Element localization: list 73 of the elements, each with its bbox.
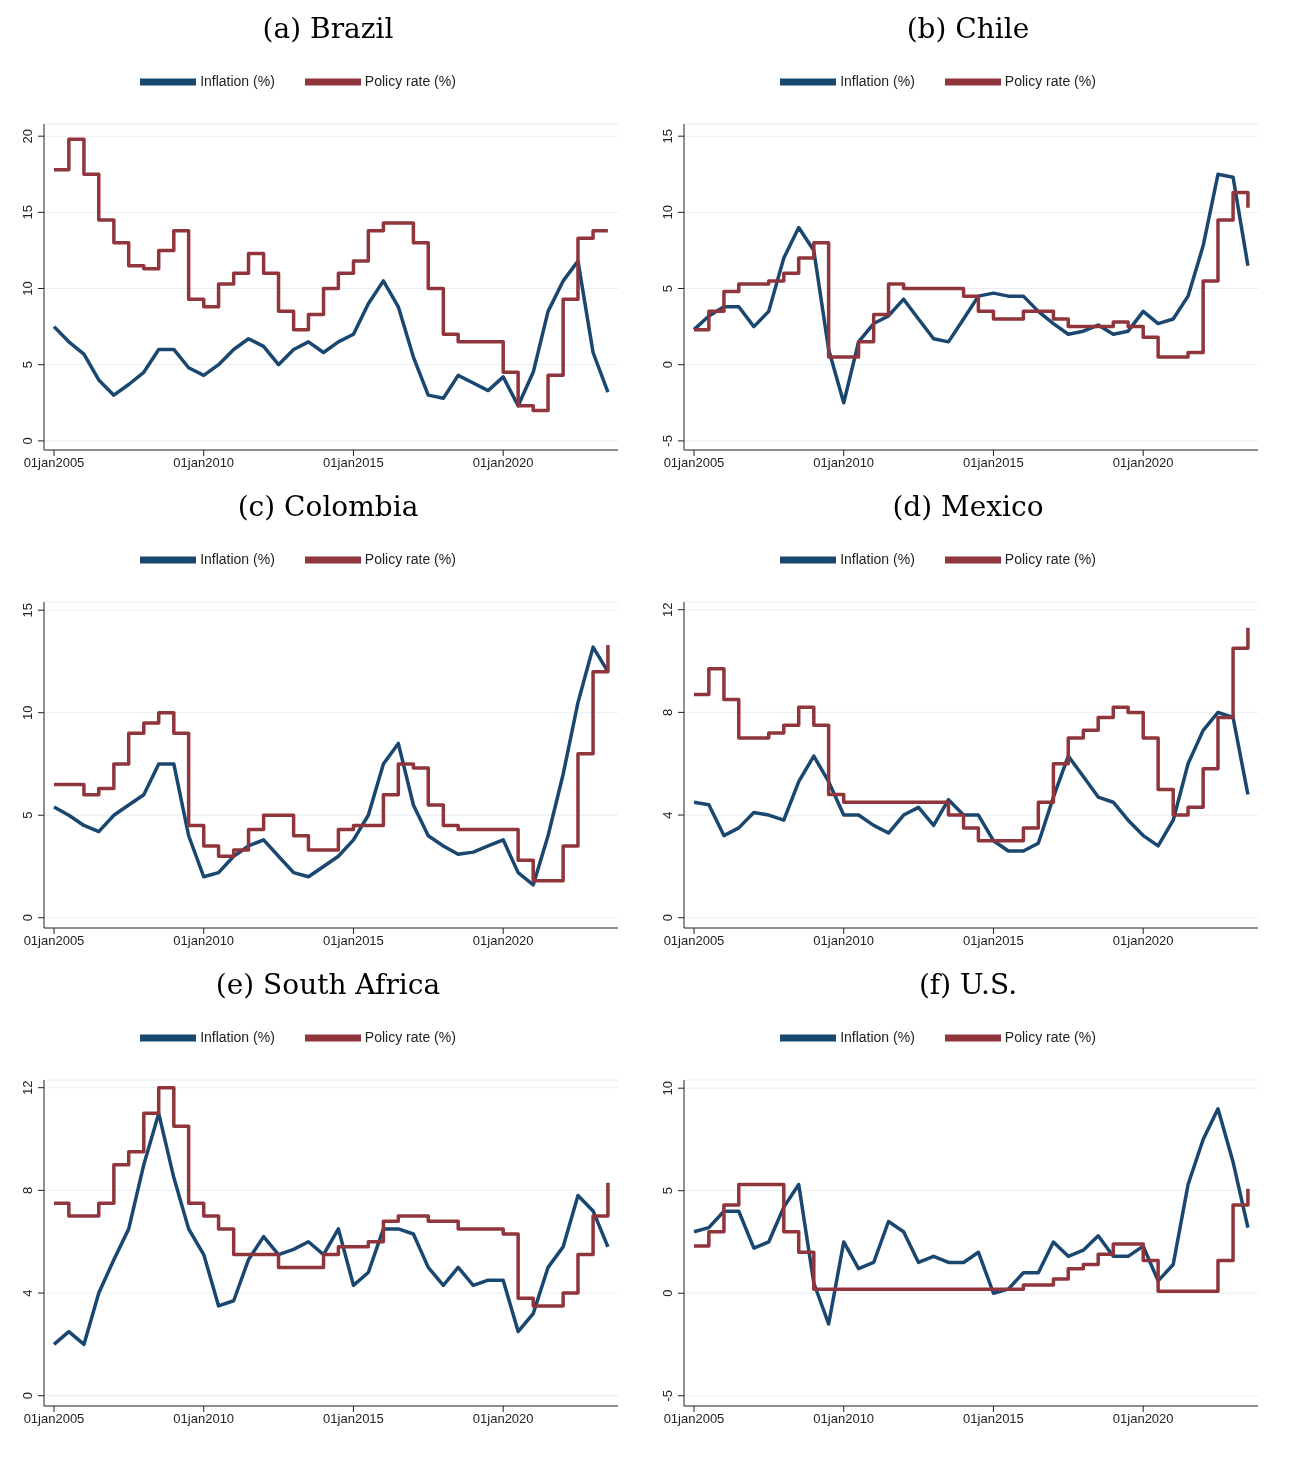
x-tick-label: 01jan2015 [963, 455, 1024, 471]
chart-title: (e) South Africa [214, 967, 442, 1003]
y-tick-label: 8 [660, 708, 675, 716]
y-tick-label: 5 [20, 361, 35, 369]
y-tick-label: 15 [20, 205, 35, 220]
y-tick-label: 12 [20, 1080, 35, 1095]
y-tick-label: 4 [20, 1289, 35, 1297]
legend-label: Policy rate (%) [1004, 72, 1096, 89]
line-series [692, 710, 1250, 853]
x-tick-label: 01jan2010 [813, 933, 875, 949]
legend-label: Inflation (%) [200, 550, 275, 567]
chart-title: (c) Colombia [236, 489, 420, 525]
x-tick-label: 01jan2020 [472, 455, 534, 471]
x-tick-label: 01jan2005 [23, 1411, 85, 1427]
chart-title: (a) Brazil [261, 11, 395, 47]
y-tick-label: 10 [20, 705, 35, 720]
y-tick-label: 8 [20, 1186, 35, 1194]
x-tick-label: 01jan2005 [663, 455, 725, 471]
y-tick-label: 0 [660, 914, 675, 922]
y-tick-label: 12 [660, 602, 675, 617]
x-tick-label: 01jan2010 [813, 455, 875, 471]
x-tick-label: 01jan2010 [813, 1411, 875, 1427]
x-tick-label: 01jan2015 [323, 933, 384, 949]
y-tick-label: 5 [660, 1187, 675, 1195]
x-tick-label: 01jan2020 [1112, 455, 1174, 471]
legend-label: Policy rate (%) [364, 550, 456, 567]
x-tick-label: 01jan2010 [173, 455, 235, 471]
y-tick-label: 0 [20, 1392, 35, 1400]
line-series [52, 259, 610, 408]
y-tick-label: -5 [660, 435, 675, 447]
y-tick-label: 5 [20, 811, 35, 819]
x-tick-label: 01jan2005 [663, 1411, 725, 1427]
y-tick-label: 20 [20, 128, 35, 144]
x-tick-label: 01jan2020 [472, 1411, 534, 1427]
y-tick-label: 10 [20, 281, 35, 296]
x-tick-label: 01jan2005 [23, 933, 85, 949]
x-tick-label: 01jan2005 [663, 933, 725, 949]
y-tick-label: 4 [660, 811, 675, 819]
x-tick-label: 01jan2015 [323, 455, 384, 471]
y-tick-label: 15 [20, 602, 35, 618]
legend-label: Inflation (%) [840, 1028, 915, 1045]
legend-label: Inflation (%) [840, 550, 915, 567]
legend-label: Policy rate (%) [364, 72, 456, 89]
y-tick-label: 0 [20, 437, 35, 445]
line-series [692, 1106, 1250, 1326]
chart-title: (b) Chile [905, 11, 1031, 47]
y-tick-label: 15 [660, 128, 675, 144]
y-tick-label: -5 [660, 1389, 675, 1402]
x-tick-label: 01jan2020 [1112, 933, 1174, 949]
y-tick-label: 0 [660, 1289, 675, 1297]
y-tick-label: 0 [20, 914, 35, 922]
x-tick-label: 01jan2020 [472, 933, 534, 949]
x-tick-label: 01jan2015 [963, 933, 1024, 949]
x-tick-label: 01jan2015 [323, 1411, 384, 1427]
y-tick-label: 5 [660, 284, 675, 293]
x-tick-label: 01jan2005 [23, 455, 85, 471]
x-tick-label: 01jan2020 [1112, 1411, 1174, 1427]
legend-label: Policy rate (%) [364, 1028, 456, 1045]
legend-label: Policy rate (%) [1004, 1028, 1096, 1045]
x-tick-label: 01jan2010 [173, 1411, 235, 1427]
y-tick-label: 0 [660, 361, 675, 369]
x-tick-label: 01jan2015 [963, 1411, 1024, 1427]
legend-label: Policy rate (%) [1004, 550, 1096, 567]
line-series [52, 1111, 610, 1347]
chart-title: (f) U.S. [917, 967, 1019, 1003]
legend-label: Inflation (%) [200, 1028, 275, 1045]
x-tick-label: 01jan2010 [173, 933, 235, 949]
y-tick-label: 10 [660, 1080, 675, 1096]
legend-label: Inflation (%) [840, 72, 915, 89]
chart-title: (d) Mexico [891, 489, 1045, 525]
y-tick-label: 10 [660, 205, 675, 220]
legend-label: Inflation (%) [200, 72, 275, 89]
line-series [692, 172, 1250, 405]
